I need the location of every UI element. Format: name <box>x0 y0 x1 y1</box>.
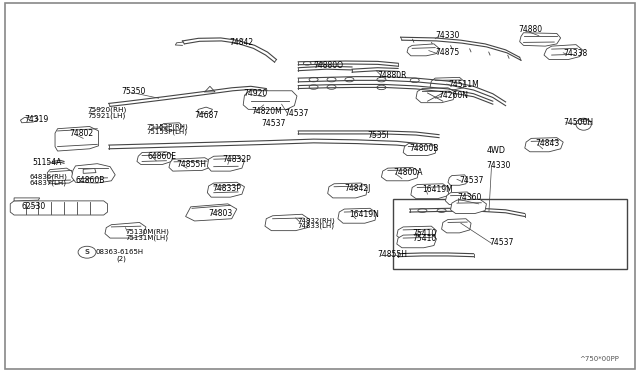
Text: 74330: 74330 <box>486 161 511 170</box>
Polygon shape <box>328 183 367 198</box>
Text: 51154A: 51154A <box>32 158 61 167</box>
Polygon shape <box>445 192 472 205</box>
Text: 75410: 75410 <box>412 229 436 238</box>
Polygon shape <box>197 107 212 114</box>
Text: 75410: 75410 <box>412 234 436 243</box>
Text: 74537: 74537 <box>460 176 484 185</box>
Text: 62530: 62530 <box>22 202 46 211</box>
Text: 74803: 74803 <box>209 209 233 218</box>
Polygon shape <box>137 152 173 164</box>
Polygon shape <box>20 116 38 123</box>
Text: (2): (2) <box>116 255 126 262</box>
Text: 75131M(LH): 75131M(LH) <box>125 234 168 241</box>
Polygon shape <box>47 168 74 184</box>
Polygon shape <box>55 126 99 151</box>
Ellipse shape <box>580 118 588 121</box>
Polygon shape <box>207 182 244 197</box>
Polygon shape <box>397 234 436 248</box>
Text: 74832(RH): 74832(RH) <box>297 218 335 224</box>
Text: 75350: 75350 <box>122 87 146 96</box>
Text: 64860E: 64860E <box>147 152 176 161</box>
Text: 75130M(RH): 75130M(RH) <box>125 229 170 235</box>
Polygon shape <box>207 155 244 171</box>
Text: 74880R: 74880R <box>378 71 407 80</box>
Polygon shape <box>411 184 449 199</box>
Polygon shape <box>448 175 467 185</box>
Text: 74500H: 74500H <box>563 118 593 126</box>
Text: S: S <box>84 249 90 255</box>
Text: 74843: 74843 <box>535 139 559 148</box>
Polygon shape <box>186 204 237 221</box>
Polygon shape <box>105 222 146 238</box>
Text: 74338: 74338 <box>563 49 588 58</box>
Text: 74260N: 74260N <box>438 91 468 100</box>
Text: 16419M: 16419M <box>422 185 453 194</box>
Text: 75921(LH): 75921(LH) <box>87 112 125 119</box>
Text: 74537: 74537 <box>285 109 309 118</box>
Polygon shape <box>442 219 471 233</box>
Polygon shape <box>525 138 563 152</box>
Text: 74802: 74802 <box>69 129 93 138</box>
Text: 74511M: 74511M <box>448 80 479 89</box>
Text: 74855H: 74855H <box>176 160 206 169</box>
Polygon shape <box>338 208 376 223</box>
Text: 74833P: 74833P <box>212 185 241 193</box>
Text: 16419N: 16419N <box>349 210 380 219</box>
Polygon shape <box>407 44 439 56</box>
Bar <box>165 125 177 129</box>
Text: 75152P(RH): 75152P(RH) <box>146 123 188 130</box>
Bar <box>275 96 287 107</box>
Text: 74920: 74920 <box>243 89 268 98</box>
Polygon shape <box>159 123 183 130</box>
Text: 74842J: 74842J <box>344 185 371 193</box>
Polygon shape <box>520 33 561 46</box>
Text: 74800A: 74800A <box>393 169 422 177</box>
Text: ^750*00PP: ^750*00PP <box>580 356 620 362</box>
Text: 64836(RH): 64836(RH) <box>29 174 67 180</box>
Polygon shape <box>544 45 582 60</box>
Ellipse shape <box>576 118 591 130</box>
Text: 4WD: 4WD <box>486 146 506 155</box>
Polygon shape <box>72 164 115 183</box>
Text: 74800B: 74800B <box>410 144 439 153</box>
Polygon shape <box>416 88 456 103</box>
Polygon shape <box>265 214 310 231</box>
Bar <box>393 199 627 269</box>
Text: 74687: 74687 <box>194 111 218 120</box>
Polygon shape <box>397 226 436 240</box>
Text: 74330: 74330 <box>435 31 460 40</box>
Text: 74880O: 74880O <box>314 61 344 70</box>
Polygon shape <box>83 169 96 173</box>
Text: 74832P: 74832P <box>223 155 252 164</box>
Polygon shape <box>451 199 486 214</box>
Ellipse shape <box>78 246 96 258</box>
Text: 74360: 74360 <box>457 193 481 202</box>
Bar <box>251 94 289 108</box>
Text: 74537: 74537 <box>261 119 285 128</box>
Text: 74880: 74880 <box>518 25 543 34</box>
Polygon shape <box>243 91 297 109</box>
Polygon shape <box>430 77 465 90</box>
Polygon shape <box>403 144 436 155</box>
Text: 08363-6165H: 08363-6165H <box>96 249 144 255</box>
Polygon shape <box>169 158 211 171</box>
Text: 74820M: 74820M <box>251 107 282 116</box>
Text: 74319: 74319 <box>24 115 49 124</box>
Text: 74842: 74842 <box>229 38 253 47</box>
Text: 75153P(LH): 75153P(LH) <box>146 128 187 135</box>
Polygon shape <box>381 167 419 181</box>
Text: 74833(LH): 74833(LH) <box>297 223 334 230</box>
Text: 75920(RH): 75920(RH) <box>87 106 126 113</box>
Text: 74875: 74875 <box>435 48 460 57</box>
Text: 74537: 74537 <box>489 238 513 247</box>
Polygon shape <box>10 201 108 215</box>
Text: 7535I: 7535I <box>367 131 389 140</box>
Text: 64860B: 64860B <box>76 176 105 185</box>
Text: 64837(LH): 64837(LH) <box>29 179 67 186</box>
Polygon shape <box>14 198 40 201</box>
Text: 74855H: 74855H <box>378 250 408 259</box>
